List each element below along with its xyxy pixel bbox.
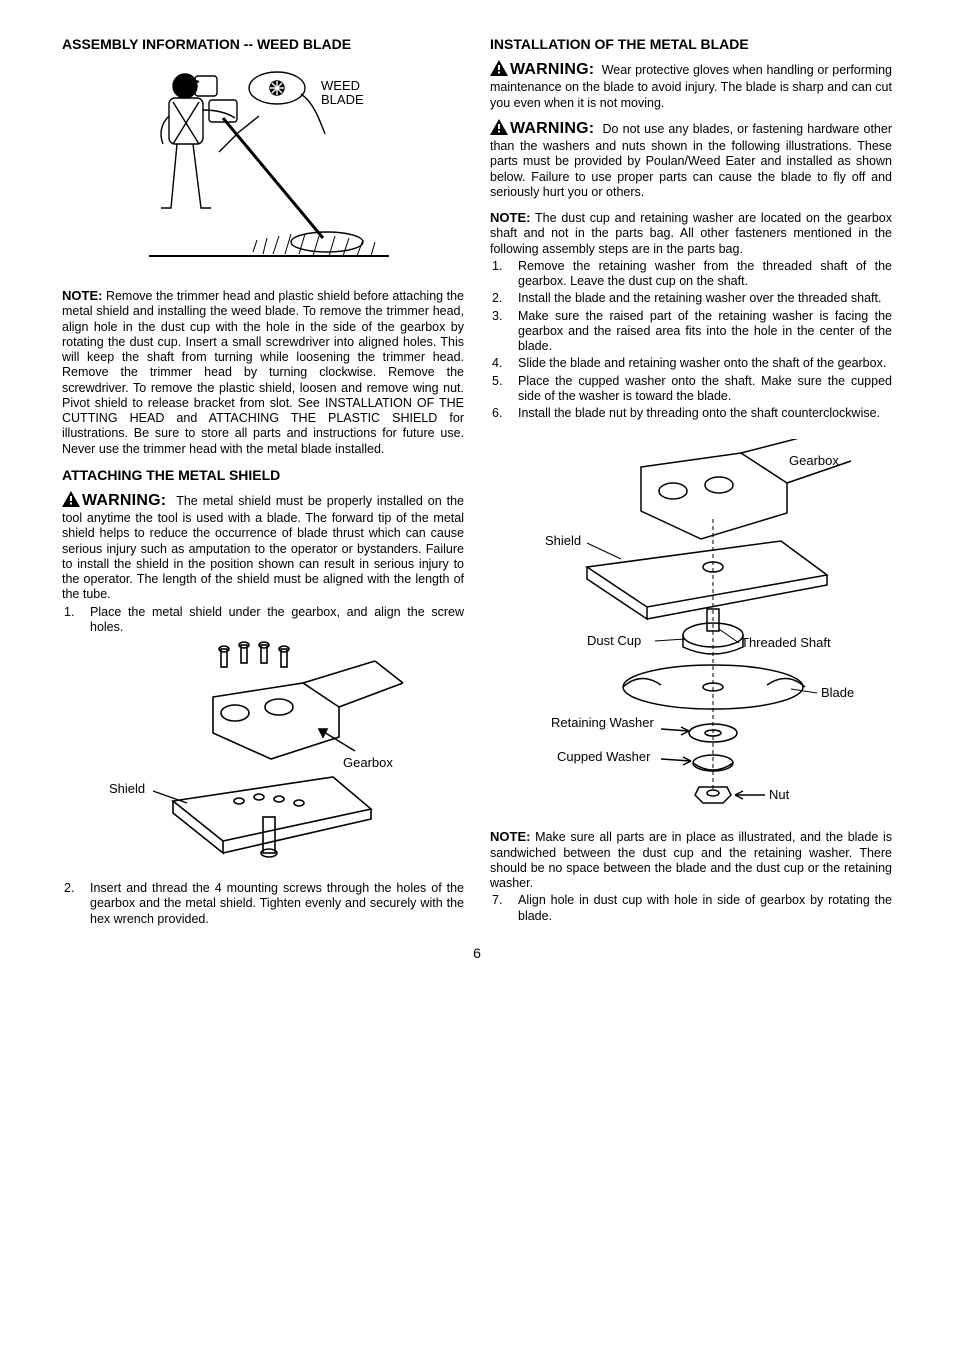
svg-text:Dust Cup: Dust Cup <box>587 633 641 648</box>
warning-icon <box>490 119 508 139</box>
left-steps-1: Place the metal shield under the gearbox… <box>62 605 464 636</box>
svg-text:Shield: Shield <box>545 533 581 548</box>
note-right-2: NOTE: Make sure all parts are in place a… <box>490 829 892 891</box>
subhead-attaching-shield: ATTACHING THE METAL SHIELD <box>62 467 464 483</box>
note-body: Make sure all parts are in place as illu… <box>490 830 892 890</box>
svg-text:Blade: Blade <box>821 685 854 700</box>
right-title: INSTALLATION OF THE METAL BLADE <box>490 36 892 52</box>
list-item: Install the blade and the retaining wash… <box>490 291 892 306</box>
svg-text:Nut: Nut <box>769 787 790 802</box>
list-item: Place the metal shield under the gearbox… <box>62 605 464 636</box>
note-body: The dust cup and retaining washer are lo… <box>490 211 892 256</box>
svg-text:Gearbox: Gearbox <box>343 755 393 770</box>
list-item: Install the blade nut by threading onto … <box>490 406 892 421</box>
left-column: ASSEMBLY INFORMATION -- WEED BLADE <box>62 36 464 929</box>
right-column: INSTALLATION OF THE METAL BLADE WARNING:… <box>490 36 892 929</box>
warning-gloves: WARNING: Wear protective gloves when han… <box>490 60 892 111</box>
svg-text:Threaded Shaft: Threaded Shaft <box>741 635 831 650</box>
warning-label: WARNING: <box>510 61 594 78</box>
warning-icon <box>490 60 508 80</box>
svg-text:Shield: Shield <box>109 781 145 796</box>
right-steps: Remove the retaining washer from the thr… <box>490 259 892 422</box>
list-item: Place the cupped washer onto the shaft. … <box>490 374 892 405</box>
list-item: Make sure the raised part of the retaini… <box>490 309 892 355</box>
list-item: Slide the blade and retaining washer ont… <box>490 356 892 371</box>
svg-text:Cupped Washer: Cupped Washer <box>557 749 651 764</box>
svg-text:BLADE: BLADE <box>321 92 364 107</box>
note-right-1: NOTE: The dust cup and retaining washer … <box>490 210 892 257</box>
note-label: NOTE: <box>62 288 102 303</box>
left-steps-2: Insert and thread the 4 mounting screws … <box>62 881 464 927</box>
warning-shield: WARNING: The metal shield must be proper… <box>62 491 464 603</box>
right-steps-7: Align hole in dust cup with hole in side… <box>490 893 892 924</box>
note-body: Remove the trimmer head and plastic shie… <box>62 289 464 456</box>
svg-text:Gearbox: Gearbox <box>789 453 839 468</box>
figure-exploded: Gearbox Shield Dust Cup <box>490 439 892 819</box>
page-number: 6 <box>62 945 892 961</box>
warning-label: WARNING: <box>510 120 594 137</box>
warning-body: The metal shield must be properly instal… <box>62 494 464 602</box>
warning-icon <box>62 491 80 511</box>
list-item: Remove the retaining washer from the thr… <box>490 259 892 290</box>
note-label: NOTE: <box>490 829 530 844</box>
warning-blades: WARNING: Do not use any blades, or faste… <box>490 119 892 200</box>
note-label: NOTE: <box>490 210 530 225</box>
list-item: Insert and thread the 4 mounting screws … <box>62 881 464 927</box>
note-1: NOTE: Remove the trimmer head and plasti… <box>62 288 464 457</box>
figure-shield-gearbox: Gearbox Shield <box>62 641 464 871</box>
figure-weed-blade: WEED BLADE <box>62 58 464 278</box>
svg-text:WEED: WEED <box>321 78 360 93</box>
warning-label: WARNING: <box>82 492 166 509</box>
left-title: ASSEMBLY INFORMATION -- WEED BLADE <box>62 36 464 52</box>
svg-text:Retaining Washer: Retaining Washer <box>551 715 655 730</box>
list-item: Align hole in dust cup with hole in side… <box>490 893 892 924</box>
